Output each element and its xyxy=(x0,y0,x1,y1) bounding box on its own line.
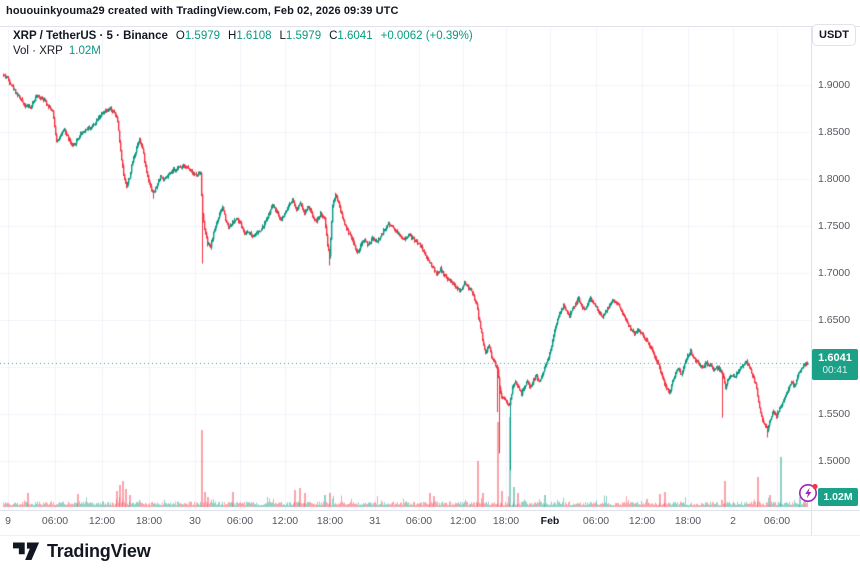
time-tick-label: 2 xyxy=(730,515,736,527)
price-badge-price: 1.6041 xyxy=(818,351,852,364)
price-scale-border xyxy=(811,26,812,535)
chart-top-border xyxy=(0,26,860,27)
time-tick-label: 12:00 xyxy=(271,515,299,527)
ohlc-item-value: 1.6108 xyxy=(236,30,272,42)
time-tick-label: 31 xyxy=(369,515,381,527)
symbol-title: XRP / TetherUS · 5 · Binance xyxy=(13,30,168,42)
footer-border xyxy=(0,535,860,536)
time-tick-label: 9 xyxy=(5,515,11,527)
notification-dot xyxy=(812,483,818,490)
symbol-legend: XRP / TetherUS · 5 · Binance O1.5979 H1.61… xyxy=(13,30,473,42)
boost-lightning-icon[interactable] xyxy=(796,480,822,506)
volume-value-badge: 1.02M xyxy=(818,488,858,506)
tradingview-brand-text: TradingView xyxy=(47,541,151,561)
attribution-text: hououinkyouma29 created with TradingView… xyxy=(6,5,399,17)
ohlc-item-label: C xyxy=(329,30,338,42)
time-tick-label: 12:00 xyxy=(449,515,477,527)
price-tick-label: 1.7500 xyxy=(818,220,851,232)
price-tick-label: 1.9000 xyxy=(818,79,851,91)
time-tick-label: 18:00 xyxy=(316,515,344,527)
price-tick-label: 1.5000 xyxy=(818,455,851,467)
ohlc-item-value: 1.5979 xyxy=(184,30,221,42)
time-tick-label: 12:00 xyxy=(88,515,116,527)
ohlc-item-label: H xyxy=(228,30,237,42)
time-scale-border xyxy=(0,510,860,511)
time-tick-label: 06:00 xyxy=(763,515,791,527)
price-tick-label: 1.5500 xyxy=(818,408,851,420)
ohlc-item-value: 1.5979 xyxy=(285,30,322,42)
time-tick-label: 30 xyxy=(189,515,201,527)
currency-badge[interactable]: USDT xyxy=(812,24,856,46)
volume-legend-label: Vol · XRP xyxy=(13,45,63,57)
tradingview-logo[interactable]: TradingView xyxy=(13,541,151,562)
time-tick-label: 18:00 xyxy=(135,515,163,527)
time-tick-label: 06:00 xyxy=(41,515,69,527)
ohlc-item-value: 1.6041 xyxy=(337,30,373,42)
ohlc-item-label: L xyxy=(279,30,286,42)
volume-legend-value: 1.02M xyxy=(68,45,101,57)
time-tick-label: 06:00 xyxy=(226,515,254,527)
time-tick-label: 06:00 xyxy=(582,515,610,527)
change-value: +0.0062 (+0.39%) xyxy=(380,30,473,42)
volume-legend: Vol · XRP 1.02M xyxy=(13,45,101,57)
price-tick-label: 1.7000 xyxy=(818,267,851,279)
time-tick-label: 06:00 xyxy=(405,515,433,527)
time-tick-label: 18:00 xyxy=(492,515,520,527)
tradingview-logo-icon xyxy=(13,542,40,561)
ohlc-item-label: O xyxy=(175,30,185,42)
price-tick-label: 1.6500 xyxy=(818,314,851,326)
time-tick-label: Feb xyxy=(540,515,560,527)
time-tick-label: 12:00 xyxy=(628,515,656,527)
price-countdown-badge: 1.6041 00:41 xyxy=(812,348,858,380)
time-tick-label: 18:00 xyxy=(674,515,702,527)
price-tick-label: 1.8500 xyxy=(818,126,851,138)
price-tick-label: 1.8000 xyxy=(818,173,851,185)
price-badge-countdown: 00:41 xyxy=(822,364,848,376)
